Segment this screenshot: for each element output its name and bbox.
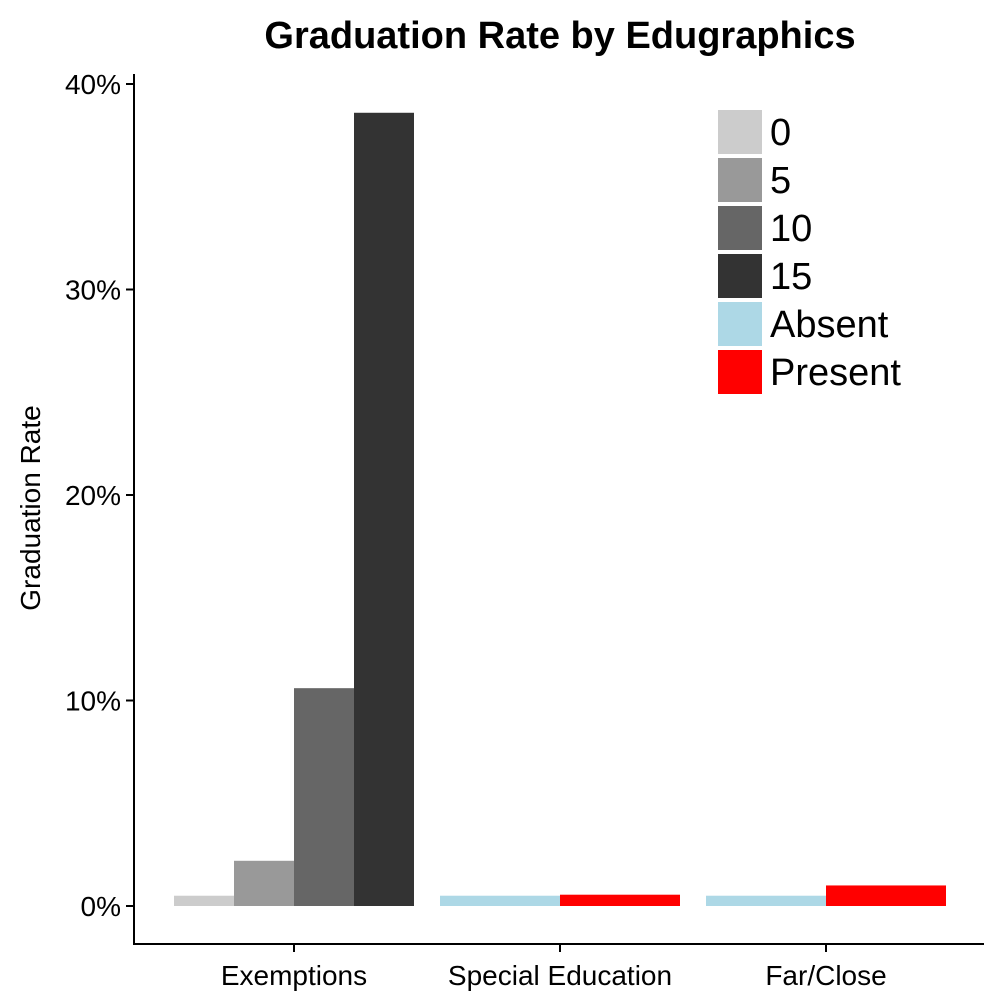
- x-tick-label: Special Education: [448, 960, 672, 991]
- bar-exemptions-0: [174, 895, 234, 906]
- bar-exemptions-15: [354, 112, 414, 906]
- y-tick-label: 0%: [81, 891, 121, 922]
- y-tick-label: 10%: [65, 686, 121, 717]
- legend: 0 5 10 15 Absent Present: [718, 110, 901, 394]
- x-tick-label: Far/Close: [765, 960, 886, 991]
- legend-swatch-present: [718, 350, 762, 394]
- legend-label: Absent: [770, 304, 889, 346]
- y-tick-label: 40%: [65, 69, 121, 100]
- legend-label: Present: [770, 352, 901, 394]
- legend-label: 5: [770, 160, 791, 202]
- legend-swatch-5: [718, 158, 762, 202]
- legend-swatch-0: [718, 110, 762, 154]
- bar-exemptions-10: [294, 688, 354, 906]
- bar-far-close-absent: [706, 895, 826, 906]
- bars-layer: [174, 112, 946, 906]
- legend-label: 10: [770, 208, 812, 250]
- y-tick-label: 30%: [65, 275, 121, 306]
- legend-swatch-15: [718, 254, 762, 298]
- bar-exemptions-5: [234, 860, 294, 906]
- y-axis-label: Graduation Rate: [15, 405, 46, 610]
- bar-special-education-present: [560, 894, 680, 906]
- bar-special-education-absent: [440, 895, 560, 906]
- legend-label: 15: [770, 256, 812, 298]
- chart-title: Graduation Rate by Edugraphics: [264, 15, 855, 57]
- y-ticks: 0% 10% 20% 30% 40%: [65, 69, 134, 922]
- x-tick-label: Exemptions: [221, 960, 367, 991]
- axes-layer: [133, 74, 984, 945]
- y-tick-label: 20%: [65, 480, 121, 511]
- bar-far-close-present: [826, 885, 946, 906]
- legend-swatch-10: [718, 206, 762, 250]
- legend-label: 0: [770, 112, 791, 154]
- x-ticks: Exemptions Special Education Far/Close: [221, 944, 887, 991]
- legend-swatch-absent: [718, 302, 762, 346]
